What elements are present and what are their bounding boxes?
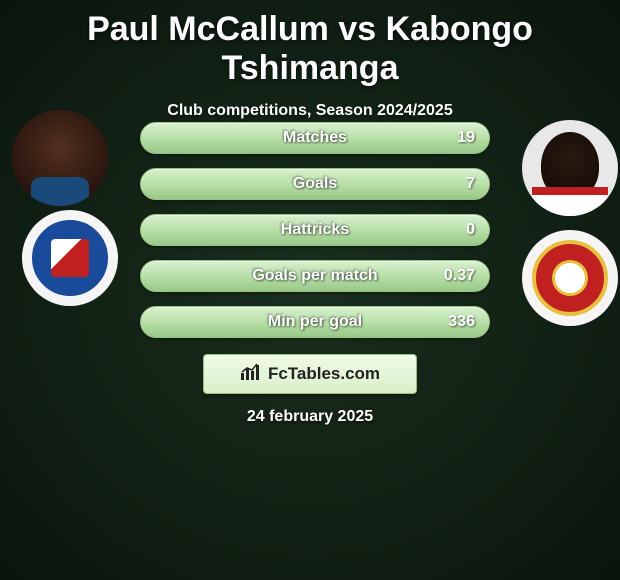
player-right-avatar <box>522 120 618 216</box>
player-right-shirt <box>532 187 609 216</box>
chesterfield-badge <box>32 220 109 297</box>
branding-text: FcTables.com <box>268 364 380 384</box>
stat-row-mpg: Min per goal 336 <box>140 306 490 338</box>
player-left-avatar <box>12 110 108 206</box>
stat-label: Min per goal <box>141 313 489 331</box>
page-title: Paul McCallum vs Kabongo Tshimanga <box>0 0 620 88</box>
stat-label: Matches <box>141 129 489 147</box>
stat-right-value: 0.37 <box>444 267 475 285</box>
stat-label: Goals <box>141 175 489 193</box>
stat-right-value: 19 <box>457 129 475 147</box>
branding-box: FcTables.com <box>203 354 417 394</box>
stat-label: Hattricks <box>141 221 489 239</box>
stats-list: Matches 19 Goals 7 Hattricks 0 Goals per… <box>140 122 490 352</box>
stat-row-goals: Goals 7 <box>140 168 490 200</box>
stat-right-value: 336 <box>448 313 475 331</box>
date-text: 24 february 2025 <box>0 408 620 426</box>
player-left-club-badge <box>22 210 118 306</box>
swindon-badge <box>532 240 609 317</box>
chart-icon <box>240 363 262 386</box>
player-right-club-badge <box>522 230 618 326</box>
stat-right-value: 7 <box>466 175 475 193</box>
stat-row-gpm: Goals per match 0.37 <box>140 260 490 292</box>
player-left-face <box>12 110 108 206</box>
stat-label: Goals per match <box>141 267 489 285</box>
stat-row-hattricks: Hattricks 0 <box>140 214 490 246</box>
stat-right-value: 0 <box>466 221 475 239</box>
stat-row-matches: Matches 19 <box>140 122 490 154</box>
